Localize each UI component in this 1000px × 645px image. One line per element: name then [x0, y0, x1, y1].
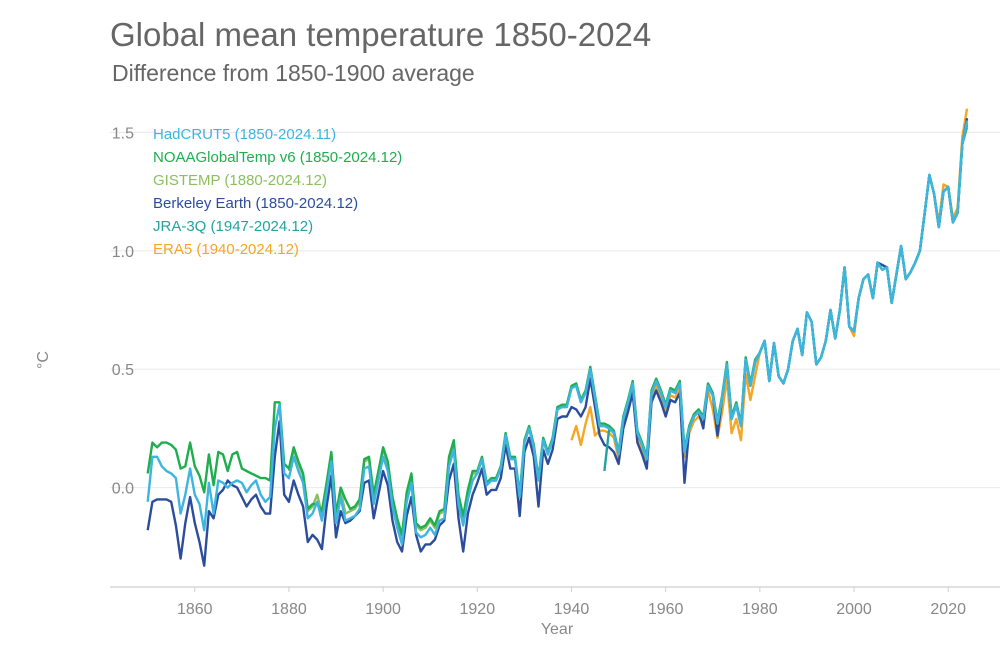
series-line-5: [570, 108, 969, 466]
x-tick-label: 1960: [648, 601, 684, 618]
x-axis-label: Year: [541, 621, 574, 638]
y-tick-label: 0.0: [112, 481, 134, 498]
y-tick-label: 1.0: [112, 244, 134, 261]
series-line-0: [146, 120, 969, 546]
x-tick-label: 1900: [365, 601, 401, 618]
y-axis-label: °C: [35, 351, 52, 369]
y-tick-label: 0.5: [112, 362, 134, 379]
x-tick-label: 1980: [742, 601, 778, 618]
x-tick-label: 1940: [554, 601, 590, 618]
x-tick-label: 1880: [271, 601, 307, 618]
x-tick-label: 1920: [460, 601, 496, 618]
x-tick-label: 1860: [177, 601, 213, 618]
y-tick-label: 1.5: [112, 125, 134, 142]
x-tick-label: 2000: [836, 601, 872, 618]
series-line-4: [603, 122, 969, 472]
legend-entry: Berkeley Earth (1850-2024.12): [153, 195, 358, 212]
x-tick-label: 2020: [930, 601, 966, 618]
chart-title: Global mean temperature 1850-2024: [110, 16, 652, 53]
legend-entry: HadCRUT5 (1850-2024.11): [153, 126, 336, 143]
chart-subtitle: Difference from 1850-1900 average: [112, 60, 475, 86]
legend-entry: JRA-3Q (1947-2024.12): [153, 218, 313, 235]
legend-entry: ERA5 (1940-2024.12): [153, 241, 299, 258]
legend-entry: NOAAGlobalTemp v6 (1850-2024.12): [153, 149, 402, 166]
legend-entry: GISTEMP (1880-2024.12): [153, 172, 327, 189]
